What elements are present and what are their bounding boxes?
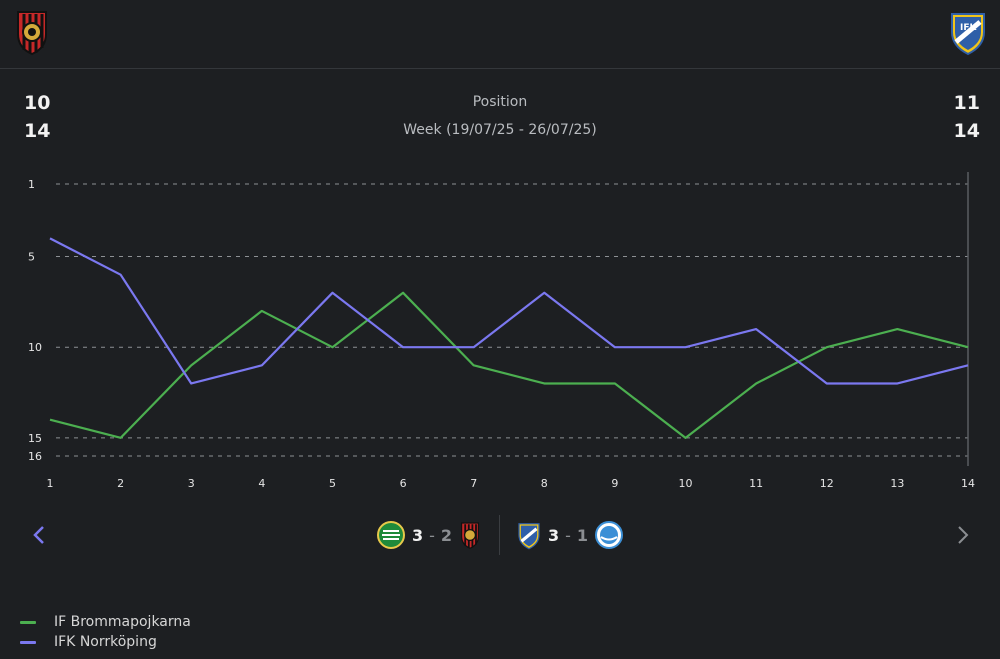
away-max-value: 14 <box>953 120 980 142</box>
away-current-value: 11 <box>953 92 980 114</box>
legend-label-home: IF Brommapojkarna <box>54 614 191 630</box>
y-tick-label: 10 <box>28 341 42 354</box>
x-tick-label: 14 <box>961 477 975 490</box>
y-tick-label: 1 <box>28 178 35 191</box>
home-max-value: 14 <box>24 120 51 142</box>
legend-swatch-home <box>20 620 36 624</box>
match-divider <box>499 515 500 555</box>
legend-swatch-away <box>20 640 36 644</box>
y-tick-label: 15 <box>28 432 42 445</box>
brommapojkarna-crest-icon <box>461 522 480 549</box>
next-week-button[interactable] <box>948 520 978 550</box>
match-1-home-score: 3 <box>412 525 424 545</box>
y-tick-label: 5 <box>28 251 35 264</box>
ifk-opponent-crest-icon <box>595 521 624 549</box>
chevron-right-icon <box>958 526 969 544</box>
x-tick-label: 5 <box>329 477 336 490</box>
hammarby-crest-icon <box>377 521 405 549</box>
x-tick-label: 11 <box>749 477 763 490</box>
x-tick-label: 3 <box>188 477 195 490</box>
x-tick-label: 9 <box>611 477 618 490</box>
x-tick-label: 2 <box>117 477 124 490</box>
top-bar: IFK <box>0 0 1000 69</box>
x-tick-label: 6 <box>400 477 407 490</box>
match-result-1[interactable]: 3 - 2 <box>376 517 482 553</box>
legend-label-away: IFK Norrköping <box>54 634 157 650</box>
match-2-home-score: 3 <box>548 525 560 545</box>
match-2-separator: - <box>565 525 571 545</box>
x-tick-label: 10 <box>679 477 693 490</box>
x-tick-label: 7 <box>470 477 477 490</box>
x-tick-label: 13 <box>890 477 904 490</box>
norrkoping-crest-icon[interactable]: IFK <box>948 8 988 56</box>
match-2-away-score: 1 <box>576 525 589 545</box>
week-range: Week (19/07/25 - 26/07/25) <box>403 122 597 138</box>
x-tick-label: 8 <box>541 477 548 490</box>
x-tick-label: 4 <box>258 477 265 490</box>
home-current-value: 10 <box>24 92 51 114</box>
series-line-brommapojkarna <box>49 291 969 439</box>
match-1-away-score: 2 <box>440 525 453 545</box>
x-tick-label: 12 <box>820 477 834 490</box>
y-tick-label: 16 <box>28 450 42 463</box>
previous-week-button[interactable] <box>24 520 54 550</box>
svg-text:IFK: IFK <box>960 23 977 33</box>
match-result-2[interactable]: 3 - 1 <box>516 517 624 553</box>
chevron-left-icon <box>33 526 44 544</box>
match-1-separator: - <box>429 525 435 545</box>
legend-item-away: IFK Norrköping <box>20 634 157 650</box>
series-line-norrkoping <box>49 237 969 385</box>
brommapojkarna-crest-icon[interactable] <box>12 8 52 56</box>
stat-title: Position <box>472 94 528 110</box>
legend-item-home: IF Brommapojkarna <box>20 614 191 630</box>
norrkoping-crest-icon <box>518 523 540 550</box>
x-tick-label: 1 <box>47 477 54 490</box>
